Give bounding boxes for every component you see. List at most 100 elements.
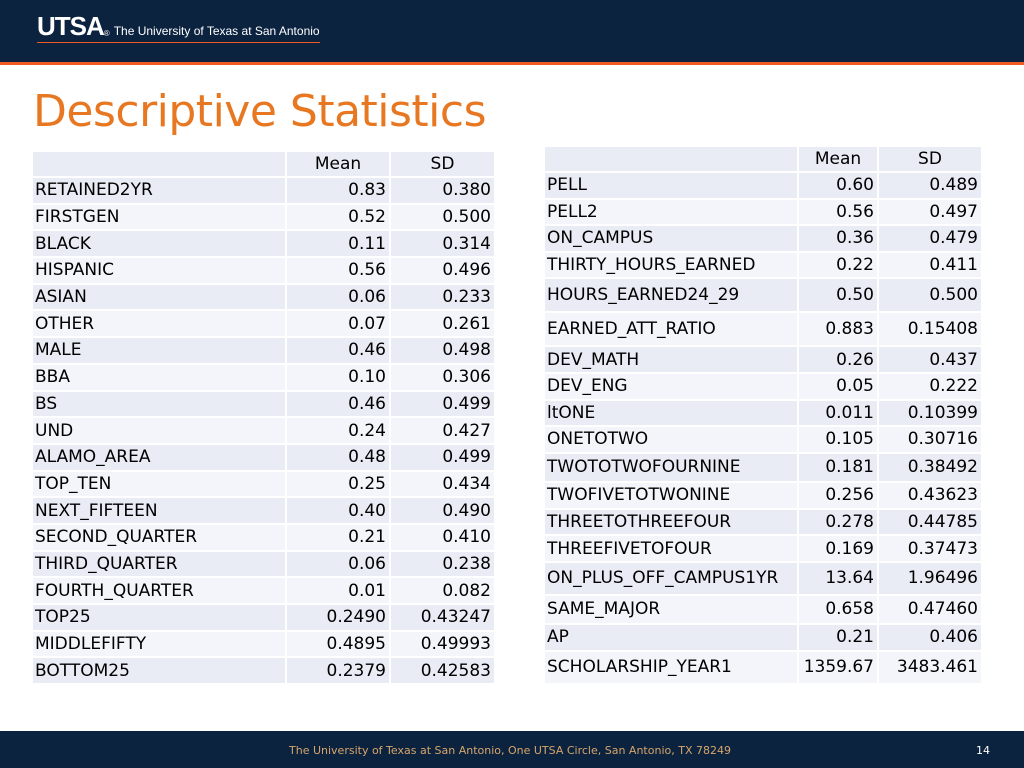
logo-registered-mark: ® bbox=[103, 29, 110, 38]
mean-cell: 0.01 bbox=[287, 578, 391, 605]
footer-bar bbox=[0, 731, 1024, 768]
sd-cell: 0.411 bbox=[879, 252, 983, 280]
table-row: ONETOTWO 0.105 0.30716 bbox=[545, 427, 983, 454]
table-row: ALAMO_AREA 0.48 0.499 bbox=[33, 444, 496, 472]
table-header-row: Mean SD bbox=[545, 147, 983, 173]
mean-cell: 0.256 bbox=[799, 482, 879, 510]
left-stats-table: Mean SD RETAINED2YR 0.83 0.380 FIRSTGEN 0.52… bbox=[33, 152, 496, 686]
sd-cell: 3483.461 bbox=[879, 651, 983, 685]
table-row: UND 0.24 0.427 bbox=[33, 418, 496, 445]
variable-name-cell: DEV_MATH bbox=[545, 347, 799, 374]
mean-cell: 0.60 bbox=[799, 173, 879, 200]
table-row: BLACK 0.11 0.314 bbox=[33, 231, 496, 259]
footer-address: The University of Texas at San Antonio, … bbox=[289, 744, 731, 757]
variable-name-cell: FIRSTGEN bbox=[33, 204, 287, 232]
sd-cell: 0.47460 bbox=[879, 595, 983, 625]
variable-name-cell: ALAMO_AREA bbox=[33, 444, 287, 472]
sd-cell: 0.489 bbox=[879, 173, 983, 200]
variable-name-cell: PELL2 bbox=[545, 199, 799, 227]
mean-cell: 0.278 bbox=[799, 509, 879, 537]
variable-name-cell: ASIAN bbox=[33, 284, 287, 312]
variable-name-cell: AP bbox=[545, 624, 799, 652]
variable-name-cell: BS bbox=[33, 391, 287, 419]
sd-cell: 0.38492 bbox=[879, 453, 983, 483]
sd-cell: 0.233 bbox=[391, 284, 496, 312]
table-row: HOURS_EARNED24_29 0.50 0.500 bbox=[545, 279, 983, 314]
mean-cell: 0.883 bbox=[799, 313, 879, 348]
table-row: TOP25 0.2490 0.43247 bbox=[33, 605, 496, 632]
variable-name-cell: THIRTY_HOURS_EARNED bbox=[545, 252, 799, 280]
sd-cell: 0.500 bbox=[391, 204, 496, 232]
mean-cell: 0.46 bbox=[287, 338, 391, 365]
variable-name-cell: THREEFIVETOFOUR bbox=[545, 536, 799, 563]
right-stats-table: Mean SD PELL 0.60 0.489 PELL2 0.56 0.497 ON_CA… bbox=[545, 147, 983, 685]
column-header-sd: SD bbox=[391, 152, 496, 178]
variable-name-cell: THIRD_QUARTER bbox=[33, 551, 287, 579]
variable-name-cell: NEXT_FIFTEEN bbox=[33, 498, 287, 525]
mean-cell: 0.181 bbox=[799, 453, 879, 483]
variable-name-cell: OTHER bbox=[33, 311, 287, 339]
mean-cell: 0.46 bbox=[287, 391, 391, 419]
sd-cell: 0.43247 bbox=[391, 605, 496, 632]
variable-name-cell: UND bbox=[33, 418, 287, 445]
utsa-logo: UTSA ® The University of Texas at San An… bbox=[37, 13, 320, 43]
sd-cell: 0.222 bbox=[879, 373, 983, 401]
sd-cell: 0.434 bbox=[391, 471, 496, 499]
table-row: DEV_MATH 0.26 0.437 bbox=[545, 347, 983, 374]
table-row: FOURTH_QUARTER 0.01 0.082 bbox=[33, 578, 496, 605]
table-row: SCHOLARSHIP_YEAR1 1359.67 3483.461 bbox=[545, 651, 983, 685]
sd-cell: 0.490 bbox=[391, 498, 496, 525]
page-number: 14 bbox=[976, 744, 990, 757]
sd-cell: 0.410 bbox=[391, 524, 496, 552]
mean-cell: 0.40 bbox=[287, 498, 391, 525]
mean-cell: 0.11 bbox=[287, 231, 391, 259]
table-row: ON_PLUS_OFF_CAMPUS1YR 13.64 1.96496 bbox=[545, 562, 983, 596]
mean-cell: 0.25 bbox=[287, 471, 391, 499]
mean-cell: 0.658 bbox=[799, 595, 879, 625]
sd-cell: 0.15408 bbox=[879, 313, 983, 348]
table-row: THIRD_QUARTER 0.06 0.238 bbox=[33, 551, 496, 579]
mean-cell: 0.10 bbox=[287, 364, 391, 392]
mean-cell: 0.2379 bbox=[287, 658, 391, 686]
variable-name-cell: ONETOTWO bbox=[545, 427, 799, 454]
sd-cell: 0.306 bbox=[391, 364, 496, 392]
sd-cell: 0.497 bbox=[879, 199, 983, 227]
variable-name-cell: RETAINED2YR bbox=[33, 178, 287, 205]
table-row: BS 0.46 0.499 bbox=[33, 391, 496, 419]
mean-cell: 13.64 bbox=[799, 562, 879, 596]
header-accent-line bbox=[0, 62, 1024, 65]
mean-cell: 0.06 bbox=[287, 284, 391, 312]
table-row: RETAINED2YR 0.83 0.380 bbox=[33, 178, 496, 205]
variable-name-cell: SCHOLARSHIP_YEAR1 bbox=[545, 651, 799, 685]
variable-name-cell: ON_CAMPUS bbox=[545, 226, 799, 253]
table-row: SECOND_QUARTER 0.21 0.410 bbox=[33, 524, 496, 552]
mean-cell: 0.24 bbox=[287, 418, 391, 445]
mean-cell: 0.26 bbox=[799, 347, 879, 374]
variable-name-cell: SECOND_QUARTER bbox=[33, 524, 287, 552]
header-bar bbox=[0, 0, 1024, 62]
mean-cell: 0.56 bbox=[799, 199, 879, 227]
mean-cell: 0.52 bbox=[287, 204, 391, 232]
mean-cell: 0.21 bbox=[799, 624, 879, 652]
sd-cell: 0.10399 bbox=[879, 400, 983, 428]
table-row: OTHER 0.07 0.261 bbox=[33, 311, 496, 339]
variable-name-cell: MIDDLEFIFTY bbox=[33, 631, 287, 659]
table-row: PELL2 0.56 0.497 bbox=[545, 199, 983, 227]
mean-cell: 0.06 bbox=[287, 551, 391, 579]
logo-text: The University of Texas at San Antonio bbox=[113, 24, 320, 38]
mean-cell: 0.07 bbox=[287, 311, 391, 339]
table-row: NEXT_FIFTEEN 0.40 0.490 bbox=[33, 498, 496, 525]
mean-cell: 0.50 bbox=[799, 279, 879, 314]
column-header-mean: Mean bbox=[287, 152, 391, 178]
mean-cell: 0.2490 bbox=[287, 605, 391, 632]
variable-name-cell: THREETOTHREEFOUR bbox=[545, 509, 799, 537]
column-header-mean: Mean bbox=[799, 147, 879, 173]
sd-cell: 0.238 bbox=[391, 551, 496, 579]
table-row: THREETOTHREEFOUR 0.278 0.44785 bbox=[545, 509, 983, 537]
table-row: THREEFIVETOFOUR 0.169 0.37473 bbox=[545, 536, 983, 563]
table-row: DEV_ENG 0.05 0.222 bbox=[545, 373, 983, 401]
variable-name-cell: DEV_ENG bbox=[545, 373, 799, 401]
sd-cell: 1.96496 bbox=[879, 562, 983, 596]
variable-name-cell: EARNED_ATT_RATIO bbox=[545, 313, 799, 348]
variable-name-cell: HOURS_EARNED24_29 bbox=[545, 279, 799, 314]
